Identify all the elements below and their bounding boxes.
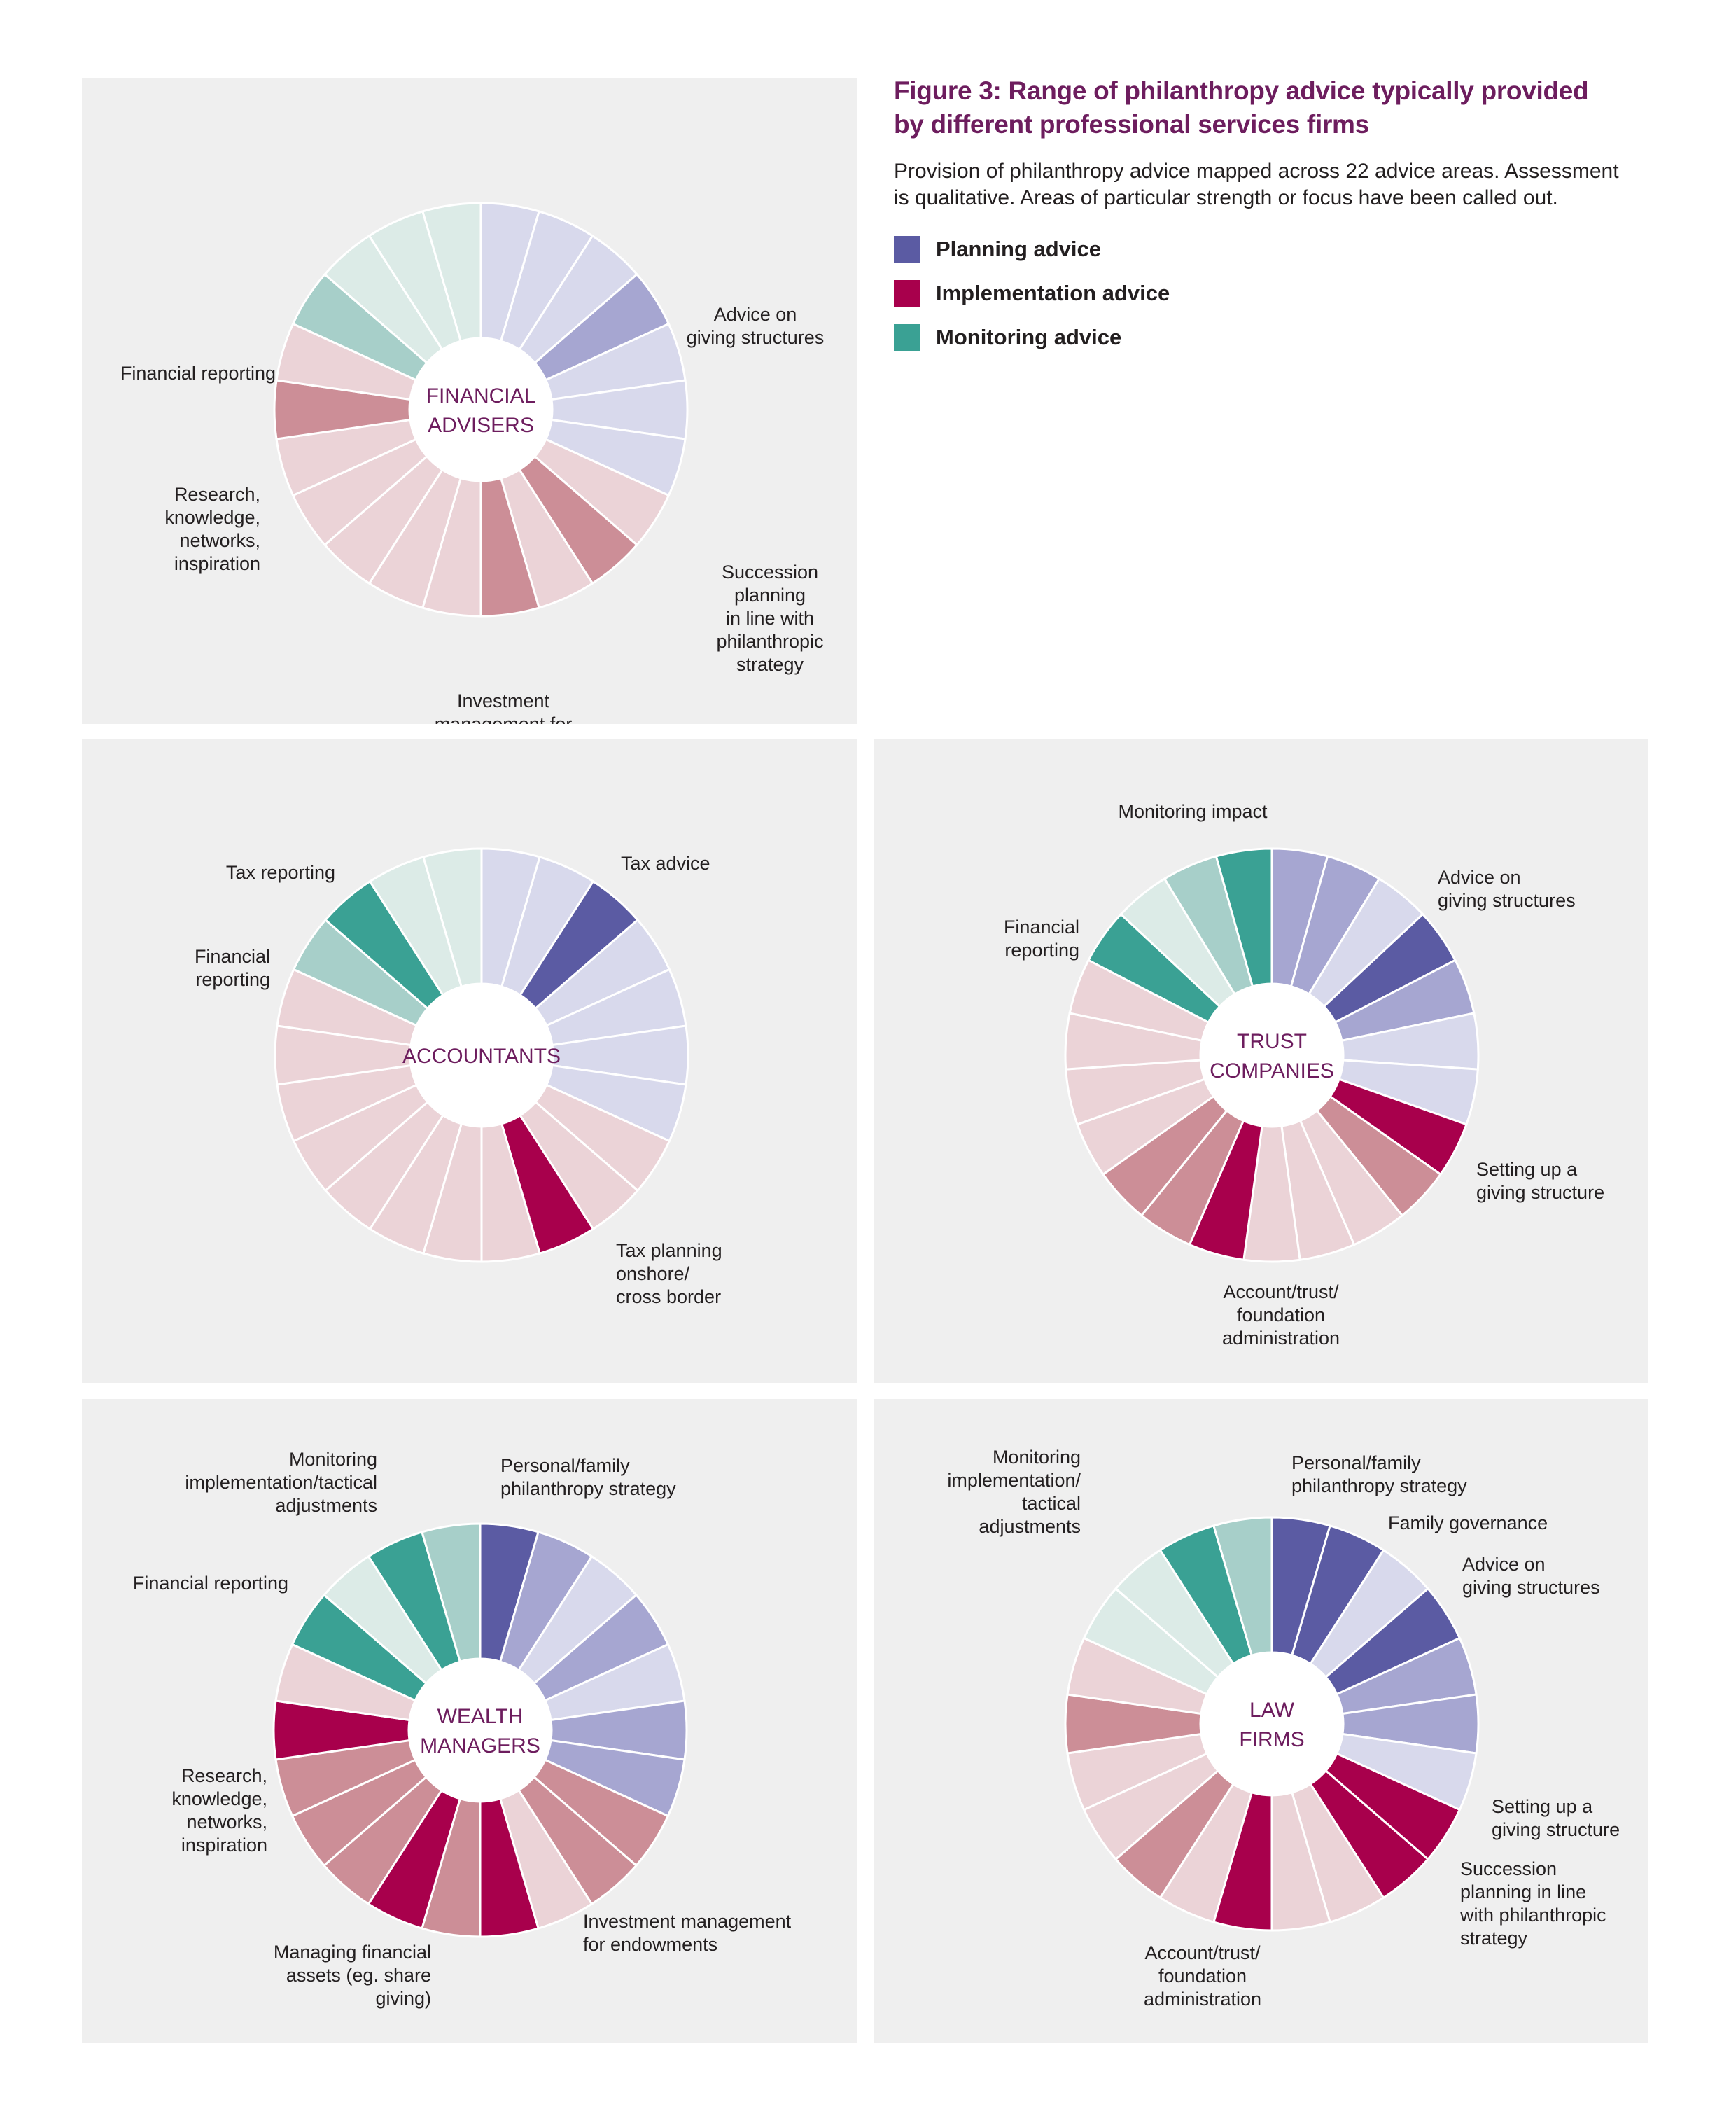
wheel-center-label: FINANCIAL ADVISERS [426, 384, 536, 437]
callout-label: Advice on giving structures [687, 304, 825, 348]
panel-trust-companies: TRUST COMPANIES Monitoring impact Advice on… [874, 739, 1648, 1383]
callout-label: Succession planning in line with philanthr… [1460, 1858, 1606, 1949]
wheel-center [410, 1659, 551, 1801]
segment-monitoring-medium [421, 1522, 482, 1663]
callout-label: Financial reporting [133, 1573, 288, 1594]
wheel-center-label: WEALTH MANAGERS [420, 1705, 540, 1758]
wheel-center [1201, 984, 1343, 1126]
callout-label: Managing financial assets (eg. share givin… [274, 1942, 431, 2009]
callout-label: Account/trust/foundation administration [1144, 1942, 1261, 2010]
legend-item-planning: Planning advice [894, 227, 1685, 271]
legend-label-monitoring: Monitoring advice [936, 324, 1122, 349]
panel-wealth-managers: WEALTH MANAGERS Personal/family philanthrop… [82, 1399, 857, 2043]
wheel-center-label: TRUST COMPANIES [1210, 1030, 1334, 1083]
wheel-law-firms: LAW FIRMS Personal/family philanthropy stra… [947, 1447, 1620, 2010]
legend-swatch-implementation [894, 279, 920, 307]
panel-financial-advisers: FINANCIAL ADVISERS Advice on giving structu… [82, 78, 857, 724]
legend-swatch-monitoring [894, 323, 920, 351]
legend-label-planning: Planning advice [936, 236, 1102, 261]
callout-label: Personal/family philanthropy strategy [1292, 1452, 1467, 1496]
segment-monitoring-light [421, 202, 482, 342]
wheel-center [411, 984, 552, 1126]
wheel-wealth-managers: WEALTH MANAGERS Personal/family philanthrop… [133, 1449, 792, 2009]
figure-header: Figure 3: Range of philanthropy advice t… [894, 74, 1685, 359]
callout-label: Tax planning onshore/cross border [616, 1240, 722, 1307]
callout-label: Personal/family philanthropy strategy [500, 1455, 676, 1499]
wheel-trust-companies: TRUST COMPANIES Monitoring impact Advice on… [1004, 801, 1604, 1349]
wheel-center-label: LAW FIRMS [1239, 1699, 1304, 1751]
segment-monitoring-light [422, 847, 483, 988]
legend-label-implementation: Implementation advice [936, 280, 1170, 305]
callout-label: Account/trust/foundation administration [1222, 1281, 1340, 1349]
callout-label: Setting up a giving structure [1492, 1796, 1620, 1840]
callout-label: Family governance [1388, 1512, 1548, 1533]
legend: Planning advice Implementation advice Mo… [894, 227, 1685, 359]
panel-accountants: ACCOUNTANTS Tax advice Tax planning onshore… [82, 739, 857, 1383]
segment-monitoring-medium [1212, 1516, 1273, 1657]
callout-label: Setting up a giving structure [1476, 1159, 1604, 1203]
wheel-accountants: ACCOUNTANTS Tax advice Tax planning onshore… [195, 847, 722, 1307]
callout-label: Monitoring implementation/tactical adjustm… [185, 1449, 377, 1516]
callout-label: Investment management for endowments [583, 1911, 792, 1955]
callout-label: Research, knowledge, networks, inspiration [164, 484, 260, 574]
callout-label: Monitoring impact [1118, 801, 1268, 822]
wheel-center-label: ACCOUNTANTS [402, 1045, 561, 1068]
callout-label: Tax advice [621, 853, 710, 874]
segment-monitoring-strong [1214, 847, 1273, 988]
figure-title: Figure 3: Range of philanthropy advice t… [894, 76, 1589, 139]
figure-subtitle: Provision of philanthropy advice mapped … [894, 160, 1619, 209]
callout-label: Advice on giving structures [1462, 1554, 1600, 1598]
callout-label: Financial reporting [195, 946, 270, 990]
callout-label: Succession planning in line with philanthro… [716, 562, 823, 675]
legend-item-monitoring: Monitoring advice [894, 315, 1685, 359]
panel-law-firms: LAW FIRMS Personal/family philanthropy stra… [874, 1399, 1648, 2043]
callout-label: Financial reporting [1004, 917, 1079, 961]
callout-label: Research, knowledge, networks, inspiration [172, 1765, 267, 1856]
legend-item-implementation: Implementation advice [894, 271, 1685, 315]
callout-label: Monitoring implementation/tactical adjustm… [947, 1447, 1081, 1537]
callout-label: Advice on giving structures [1438, 867, 1576, 911]
wheel-center [1201, 1653, 1343, 1795]
legend-swatch-planning [894, 235, 920, 263]
callout-label: Financial reporting [120, 363, 276, 384]
wheel-financial-advisers: FINANCIAL ADVISERS Advice on giving structu… [120, 202, 825, 724]
wheel-center [410, 339, 552, 480]
callout-label: Tax reporting [226, 862, 335, 883]
